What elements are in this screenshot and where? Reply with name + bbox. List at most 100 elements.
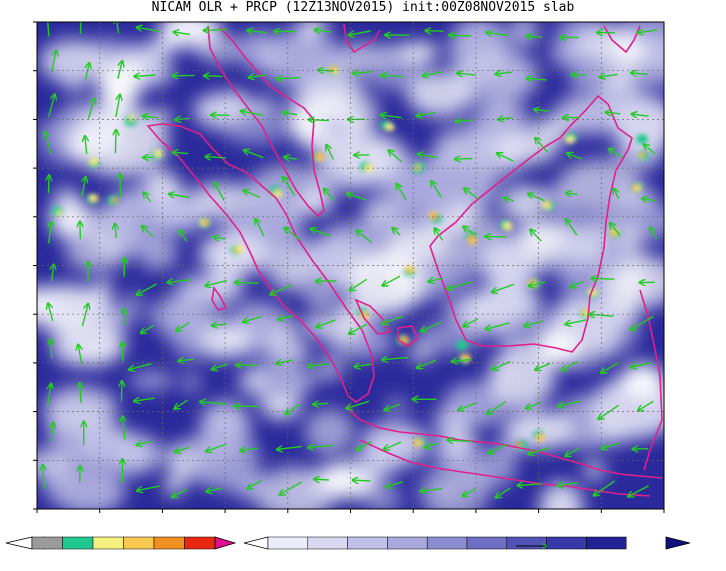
- wind-arrow: [116, 22, 118, 34]
- coast-java: [345, 405, 663, 479]
- wind-arrow: [279, 316, 294, 319]
- wind-arrow: [528, 446, 551, 454]
- wind-arrow: [429, 278, 443, 282]
- wind-arrow: [137, 283, 157, 295]
- cloud-blob: [53, 467, 126, 509]
- wind-arrow: [425, 443, 440, 447]
- cloud-blob: [303, 290, 339, 307]
- precip-cell: [506, 224, 510, 228]
- cloud-blob: [508, 22, 539, 47]
- cloud-blob: [244, 199, 294, 236]
- precip-cell: [233, 248, 240, 253]
- olr-bar-segment: [586, 536, 627, 550]
- wind-arrow: [609, 149, 623, 158]
- wind-arrow: [142, 226, 154, 238]
- wind-arrow: [486, 322, 511, 329]
- precip-cell: [636, 135, 645, 143]
- wind-arrow: [534, 110, 549, 111]
- wind-arrow: [384, 441, 402, 449]
- wind-arrow: [174, 32, 191, 34]
- wind-arrow: [594, 480, 615, 495]
- wind-arrow: [212, 324, 227, 325]
- wind-arrow: [529, 281, 546, 286]
- wind-arrow: [628, 485, 649, 497]
- wind-arrow: [285, 157, 297, 159]
- coast-sumatra: [146, 123, 375, 403]
- wind-arrow: [353, 72, 373, 74]
- wind-arrow: [51, 51, 57, 72]
- wind-arrow: [86, 63, 90, 80]
- wind-arrow: [381, 115, 402, 118]
- precip-cell: [506, 226, 512, 231]
- wind-arrow: [319, 70, 334, 71]
- wind-arrow: [435, 229, 444, 241]
- wind-arrow: [349, 30, 371, 35]
- coast-malay-peninsula: [207, 25, 325, 218]
- cloud-blob: [529, 131, 557, 146]
- wind-arrow: [558, 400, 581, 406]
- wind-arrow: [175, 446, 190, 452]
- wind-arrow: [285, 228, 301, 241]
- precip-cell: [112, 198, 118, 204]
- wind-arrow: [386, 481, 403, 487]
- wind-arrow: [450, 35, 472, 36]
- wind-arrow: [572, 75, 587, 76]
- wind-arrow: [271, 283, 293, 295]
- wind-arrow: [212, 363, 228, 369]
- wind-arrow: [324, 189, 335, 202]
- wind-arrow: [393, 228, 401, 236]
- wind-arrow: [566, 219, 578, 236]
- cloud-blob: [153, 108, 173, 124]
- wind-arrow: [567, 154, 583, 160]
- precip-cell: [545, 203, 551, 209]
- olr-bar-segment: [546, 536, 587, 550]
- precip-cell: [416, 165, 420, 168]
- wind-arrow: [456, 120, 474, 121]
- wind-arrow: [527, 78, 547, 80]
- cloud-blob: [37, 122, 64, 139]
- cloud-blob: [612, 95, 664, 153]
- cloud-blob: [164, 474, 185, 497]
- wind-arrow: [650, 228, 658, 240]
- wind-arrow: [51, 423, 54, 442]
- cloud-blob: [479, 239, 535, 288]
- wind-arrow: [49, 222, 52, 244]
- wind-arrow: [87, 99, 95, 119]
- wind-arrow: [525, 320, 544, 326]
- wind-arrow: [489, 443, 508, 453]
- wind-arrow: [327, 145, 334, 160]
- cloud-blob: [123, 291, 143, 308]
- wind-arrow: [518, 484, 543, 486]
- cloud-blob: [559, 307, 580, 320]
- cloud-blob: [98, 190, 160, 258]
- wind-arrow: [236, 365, 259, 366]
- wind-arrow: [48, 304, 54, 321]
- cloud-blob: [433, 408, 473, 436]
- wind-arrow: [353, 480, 371, 481]
- cloud-blob: [53, 186, 78, 203]
- coast-indochina: [343, 23, 381, 54]
- wind-arrow: [248, 479, 263, 488]
- chart-title: NICAM OLR + PRCP (12Z13NOV2015) init:00Z…: [151, 0, 575, 15]
- wind-arrow: [169, 194, 191, 198]
- wind-arrow: [308, 364, 329, 366]
- wind-arrow: [249, 75, 266, 77]
- cloud-blob: [537, 327, 582, 366]
- wind-arrow: [311, 229, 331, 237]
- wind-arrow: [504, 198, 515, 201]
- wind-arrow: [214, 237, 226, 239]
- wind-arrow: [137, 442, 152, 445]
- cloud-blob: [221, 90, 250, 110]
- wind-arrow: [418, 154, 438, 158]
- wind-arrow: [355, 364, 372, 367]
- wind-arrow: [488, 400, 507, 414]
- wind-arrow: [385, 403, 400, 410]
- cloud-blob: [249, 97, 278, 118]
- wind-arrow: [51, 339, 52, 359]
- precip-cell: [460, 354, 467, 359]
- precip-cell: [202, 220, 209, 226]
- cloud-blob: [222, 114, 288, 145]
- wind-arrow: [168, 280, 193, 283]
- wind-arrow: [464, 318, 479, 327]
